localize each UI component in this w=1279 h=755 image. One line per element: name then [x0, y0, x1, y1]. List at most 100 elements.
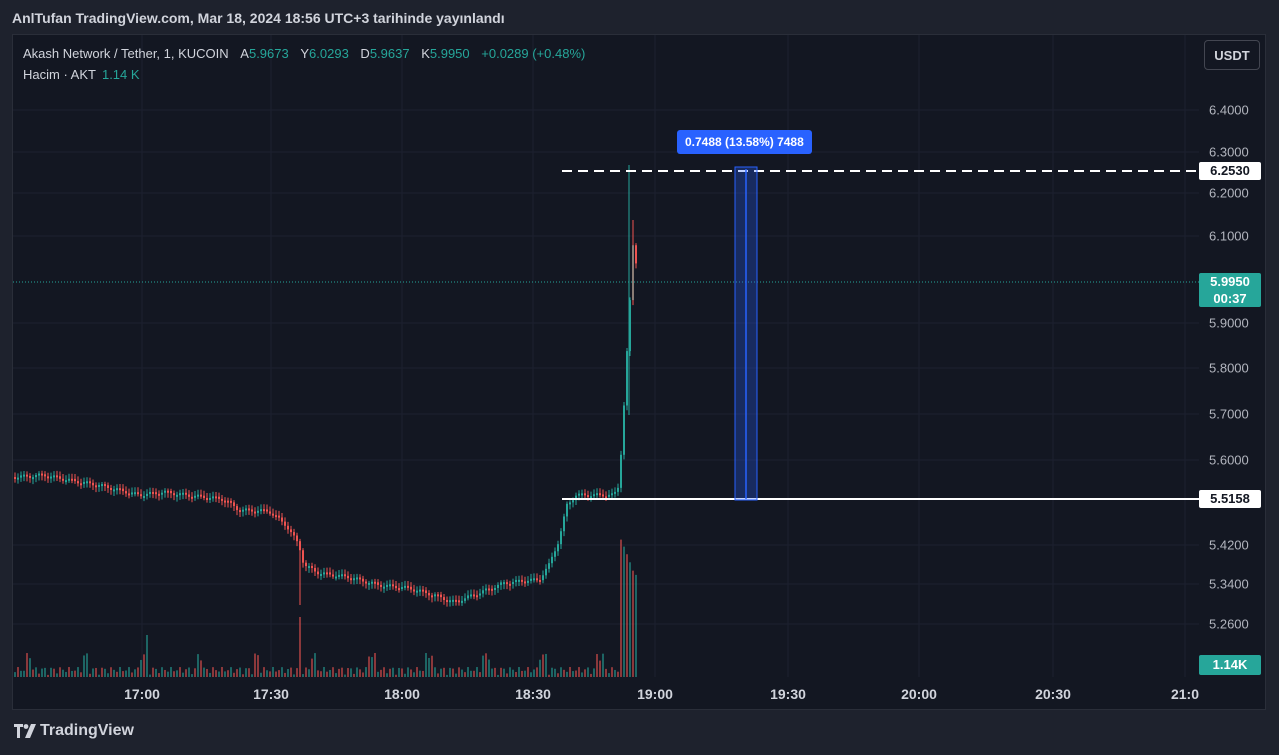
- volume-bar: [440, 668, 442, 677]
- chart-canvas[interactable]: [13, 35, 1199, 677]
- candle-body: [407, 585, 409, 588]
- candle-body: [518, 579, 520, 582]
- candle-body: [359, 577, 361, 580]
- price-tick: 5.4200: [1209, 537, 1249, 553]
- candle-body: [320, 573, 322, 576]
- candle-body: [146, 493, 148, 496]
- candle-body: [617, 487, 619, 492]
- candle-body: [500, 582, 502, 585]
- candle-body: [152, 491, 154, 494]
- candle-body: [308, 566, 310, 569]
- candle-body: [341, 574, 343, 577]
- volume-bar: [83, 655, 85, 677]
- volume-bar: [122, 671, 124, 677]
- time-tick: 18:30: [515, 686, 551, 702]
- candle-body: [590, 496, 592, 499]
- volume-bar: [620, 539, 622, 677]
- candle-body: [473, 594, 475, 597]
- candle-body: [410, 586, 412, 590]
- price-tick: 5.7000: [1209, 406, 1249, 422]
- volume-bar: [200, 660, 202, 677]
- volume-label: Hacim · AKT: [23, 67, 96, 82]
- volume-bar: [419, 670, 421, 677]
- volume-bar: [380, 669, 382, 677]
- candle-body: [116, 488, 118, 491]
- candle-body: [98, 484, 100, 487]
- candle-body: [593, 494, 595, 497]
- volume-bar: [47, 674, 49, 677]
- candle-body: [311, 566, 313, 569]
- currency-button[interactable]: USDT: [1204, 40, 1260, 70]
- candle-body: [20, 475, 22, 478]
- volume-bar: [23, 670, 25, 677]
- volume-bar: [626, 554, 628, 677]
- volume-bar: [395, 674, 397, 677]
- candle-body: [263, 509, 265, 512]
- volume-bar: [356, 667, 358, 677]
- candle-body: [560, 531, 562, 545]
- candle-body: [245, 508, 247, 511]
- volume-bar: [560, 667, 562, 677]
- candle-body: [488, 588, 490, 591]
- volume-bar: [617, 671, 619, 677]
- volume-bar: [482, 655, 484, 677]
- candle-body: [47, 476, 49, 479]
- volume-bar: [74, 670, 76, 677]
- candle-body: [119, 488, 121, 491]
- volume-bar: [89, 673, 91, 677]
- candle-body: [86, 481, 88, 484]
- volume-bar: [401, 668, 403, 677]
- volume-bar: [374, 653, 376, 677]
- open-value: 5.9673: [248, 46, 289, 61]
- candle-body: [602, 494, 604, 497]
- volume-bar: [32, 669, 34, 677]
- volume-bar: [257, 655, 259, 677]
- volume-bar: [608, 673, 610, 677]
- candle-body: [356, 577, 358, 580]
- chart-frame[interactable]: Akash Network / Tether, 1, KUCOIN A5.967…: [12, 34, 1266, 710]
- candle-body: [74, 478, 76, 482]
- price-tick: 5.8000: [1209, 360, 1249, 376]
- volume-bar: [371, 657, 373, 677]
- volume-bar: [473, 670, 475, 677]
- candle-body: [605, 496, 607, 499]
- candle-body: [413, 589, 415, 592]
- candle-body: [596, 493, 598, 496]
- measure-tooltip[interactable]: 0.7488 (13.58%) 7488: [677, 130, 812, 154]
- high-value: 6.0293: [309, 46, 349, 61]
- volume-bar: [434, 667, 436, 677]
- volume-bar: [392, 667, 394, 677]
- candle-body: [446, 600, 448, 603]
- volume-bar: [314, 653, 316, 677]
- candle-body: [458, 600, 460, 603]
- volume-bar: [230, 667, 232, 677]
- candle-body: [200, 494, 202, 497]
- tradingview-logo[interactable]: TradingView: [14, 722, 134, 740]
- candle-body: [230, 500, 232, 503]
- candle-body: [266, 509, 268, 512]
- volume-bar: [587, 667, 589, 677]
- volume-bar: [605, 668, 607, 677]
- volume-bar: [236, 669, 238, 677]
- volume-bar: [185, 669, 187, 677]
- volume-bar: [581, 672, 583, 677]
- price-tick: 6.4000: [1209, 102, 1249, 118]
- candle-body: [476, 595, 478, 598]
- candle-body: [224, 500, 226, 503]
- candle-body: [29, 475, 31, 478]
- volume-bar: [107, 673, 109, 677]
- time-tick: 20:00: [901, 686, 937, 702]
- volume-bar: [341, 667, 343, 677]
- volume-bar: [254, 653, 256, 677]
- price-tick: 5.2600: [1209, 616, 1249, 632]
- volume-bar: [272, 667, 274, 677]
- time-tick: 17:30: [253, 686, 289, 702]
- volume-bar: [530, 672, 532, 677]
- candle-body: [71, 478, 73, 481]
- volume-bar: [65, 671, 67, 677]
- candle-body: [401, 587, 403, 590]
- price-candles: [14, 165, 637, 607]
- volume-bar: [353, 673, 355, 677]
- candle-body: [83, 481, 85, 484]
- candle-body: [287, 525, 289, 530]
